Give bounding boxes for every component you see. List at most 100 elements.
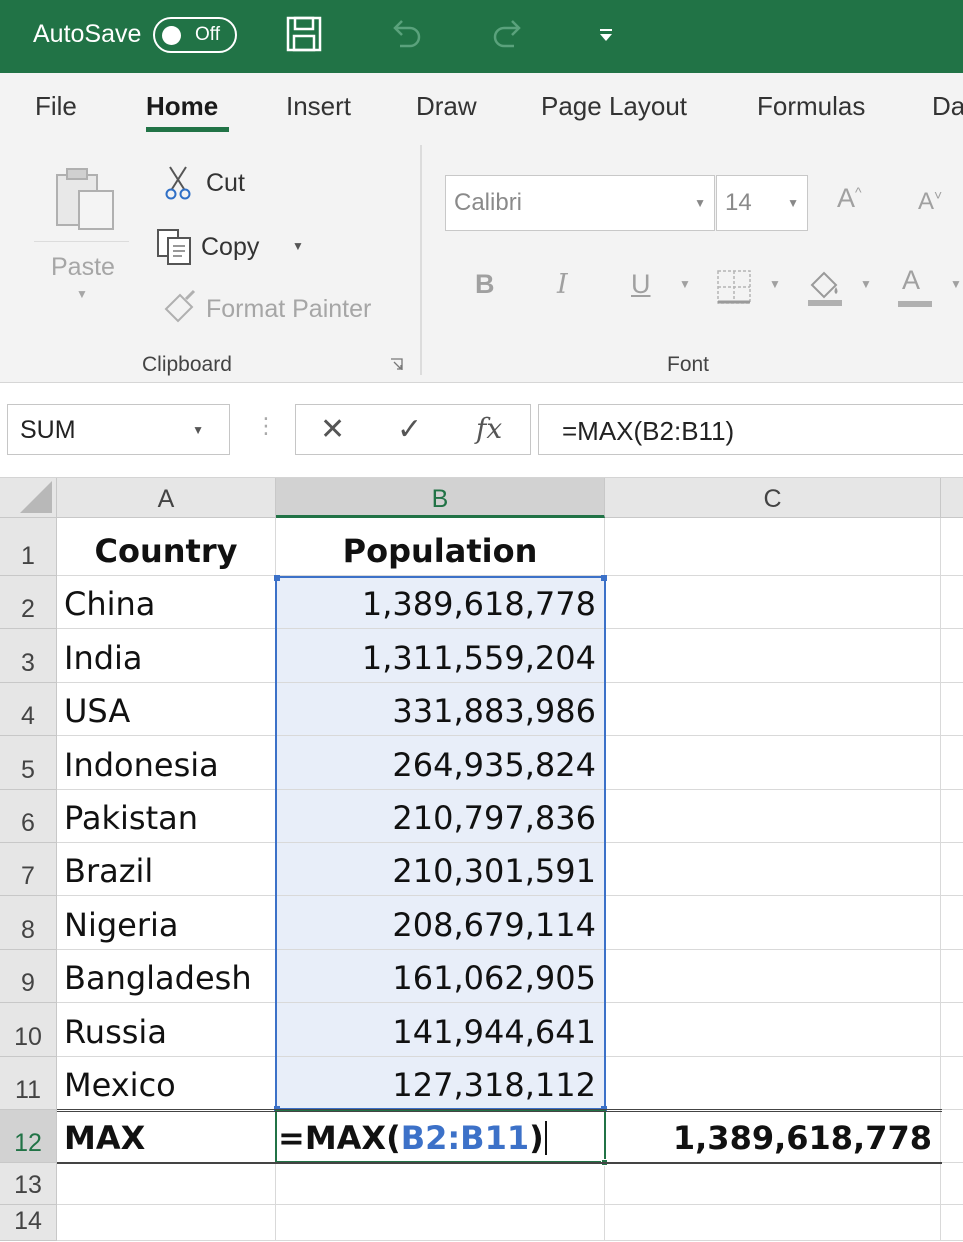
cell-d5[interactable] [941, 736, 963, 790]
format-painter-button[interactable]: Format Painter [206, 295, 372, 323]
cell-a2[interactable]: China [57, 576, 276, 629]
cell-b2[interactable]: 1,389,618,778 [276, 576, 605, 629]
paste-dropdown-icon[interactable]: ▼ [76, 287, 88, 301]
cut-button[interactable]: Cut [206, 169, 245, 197]
cell-b14[interactable] [276, 1205, 605, 1241]
cell-a8[interactable]: Nigeria [57, 896, 276, 950]
cell-d10[interactable] [941, 1003, 963, 1057]
cell-b13[interactable] [276, 1163, 605, 1205]
copy-button[interactable]: Copy [201, 233, 260, 261]
paste-icon[interactable] [53, 165, 117, 233]
tab-insert[interactable]: Insert [286, 91, 352, 121]
cell-b3[interactable]: 1,311,559,204 [276, 629, 605, 683]
font-color-dropdown-icon[interactable]: ▼ [950, 277, 962, 291]
cell-d6[interactable] [941, 790, 963, 843]
cell-a3[interactable]: India [57, 629, 276, 683]
tab-page-layout[interactable]: Page Layout [541, 91, 688, 121]
cell-d12[interactable] [941, 1110, 963, 1163]
cell-b4[interactable]: 331,883,986 [276, 683, 605, 736]
cell-c4[interactable] [605, 683, 941, 736]
cell-c13[interactable] [605, 1163, 941, 1205]
tab-home[interactable]: Home [146, 91, 219, 121]
cell-c12[interactable]: 1,389,618,778 [605, 1110, 941, 1163]
row-header-11[interactable]: 11 [0, 1057, 57, 1110]
cell-a13[interactable] [57, 1163, 276, 1205]
row-header-12[interactable]: 12 [0, 1110, 57, 1163]
cell-d9[interactable] [941, 950, 963, 1003]
cell-c1[interactable] [605, 518, 941, 576]
cell-d8[interactable] [941, 896, 963, 950]
cell-c5[interactable] [605, 736, 941, 790]
row-header-8[interactable]: 8 [0, 896, 57, 950]
row-header-9[interactable]: 9 [0, 950, 57, 1003]
paste-button[interactable]: Paste [51, 253, 115, 281]
cell-a6[interactable]: Pakistan [57, 790, 276, 843]
cell-a7[interactable]: Brazil [57, 843, 276, 896]
cell-b10[interactable]: 141,944,641 [276, 1003, 605, 1057]
fill-color-dropdown-icon[interactable]: ▼ [860, 277, 872, 291]
row-header-5[interactable]: 5 [0, 736, 57, 790]
font-size-select[interactable]: 14 ▼ [716, 175, 808, 231]
enter-button[interactable]: ✓ [397, 413, 423, 446]
grow-font-button[interactable]: A^ [837, 183, 862, 213]
grip-dots-icon[interactable]: ⋮ [255, 413, 277, 438]
row-header-10[interactable]: 10 [0, 1003, 57, 1057]
borders-dropdown-icon[interactable]: ▼ [769, 277, 781, 291]
customize-toolbar-icon[interactable] [598, 28, 614, 44]
font-name-select[interactable]: Calibri ▼ [445, 175, 715, 231]
column-header-b[interactable]: B [276, 478, 605, 518]
row-header-3[interactable]: 3 [0, 629, 57, 683]
column-header-c[interactable]: C [605, 478, 941, 518]
tab-formulas[interactable]: Formulas [757, 91, 866, 121]
insert-function-button[interactable]: fx [476, 412, 503, 445]
autosave-toggle[interactable]: Off [153, 17, 237, 53]
cell-b8[interactable]: 208,679,114 [276, 896, 605, 950]
copy-dropdown-icon[interactable]: ▼ [292, 239, 304, 253]
cell-a5[interactable]: Indonesia [57, 736, 276, 790]
cell-c2[interactable] [605, 576, 941, 629]
formula-input[interactable]: =MAX(B2:B11) [538, 404, 963, 455]
save-icon[interactable] [286, 14, 322, 54]
cell-c14[interactable] [605, 1205, 941, 1241]
tab-draw[interactable]: Draw [416, 91, 477, 121]
cancel-button[interactable]: ✕ [320, 413, 346, 446]
column-header-a[interactable]: A [57, 478, 276, 518]
undo-icon[interactable] [388, 14, 424, 54]
cell-c3[interactable] [605, 629, 941, 683]
redo-icon[interactable] [490, 14, 526, 54]
row-header-1[interactable]: 1 [0, 518, 57, 576]
cell-a10[interactable]: Russia [57, 1003, 276, 1057]
cell-a12[interactable]: MAX [57, 1110, 276, 1163]
cell-d13[interactable] [941, 1163, 963, 1205]
tab-file[interactable]: File [35, 91, 77, 121]
cell-c7[interactable] [605, 843, 941, 896]
bold-button[interactable]: B [475, 269, 495, 299]
cell-b9[interactable]: 161,062,905 [276, 950, 605, 1003]
range-handle[interactable] [601, 575, 607, 581]
cell-b12[interactable]: =MAX(B2:B11) [276, 1110, 605, 1163]
underline-button[interactable]: U [631, 269, 651, 299]
cell-b11[interactable]: 127,318,112 [276, 1057, 605, 1110]
row-header-7[interactable]: 7 [0, 843, 57, 896]
select-all-button[interactable] [0, 478, 57, 518]
cell-c6[interactable] [605, 790, 941, 843]
cell-a11[interactable]: Mexico [57, 1057, 276, 1110]
cell-a4[interactable]: USA [57, 683, 276, 736]
cell-b7[interactable]: 210,301,591 [276, 843, 605, 896]
borders-icon[interactable] [716, 269, 752, 305]
cell-c8[interactable] [605, 896, 941, 950]
name-box[interactable]: SUM ▼ [7, 404, 230, 455]
cell-b6[interactable]: 210,797,836 [276, 790, 605, 843]
cell-d1[interactable] [941, 518, 963, 576]
cell-d7[interactable] [941, 843, 963, 896]
cell-d3[interactable] [941, 629, 963, 683]
row-header-14[interactable]: 14 [0, 1205, 57, 1241]
row-header-4[interactable]: 4 [0, 683, 57, 736]
cell-b5[interactable]: 264,935,824 [276, 736, 605, 790]
font-color-button[interactable]: A [902, 265, 920, 296]
cell-c9[interactable] [605, 950, 941, 1003]
row-header-2[interactable]: 2 [0, 576, 57, 629]
cell-c10[interactable] [605, 1003, 941, 1057]
fill-color-icon[interactable] [806, 267, 844, 307]
column-header-d[interactable] [941, 478, 963, 518]
